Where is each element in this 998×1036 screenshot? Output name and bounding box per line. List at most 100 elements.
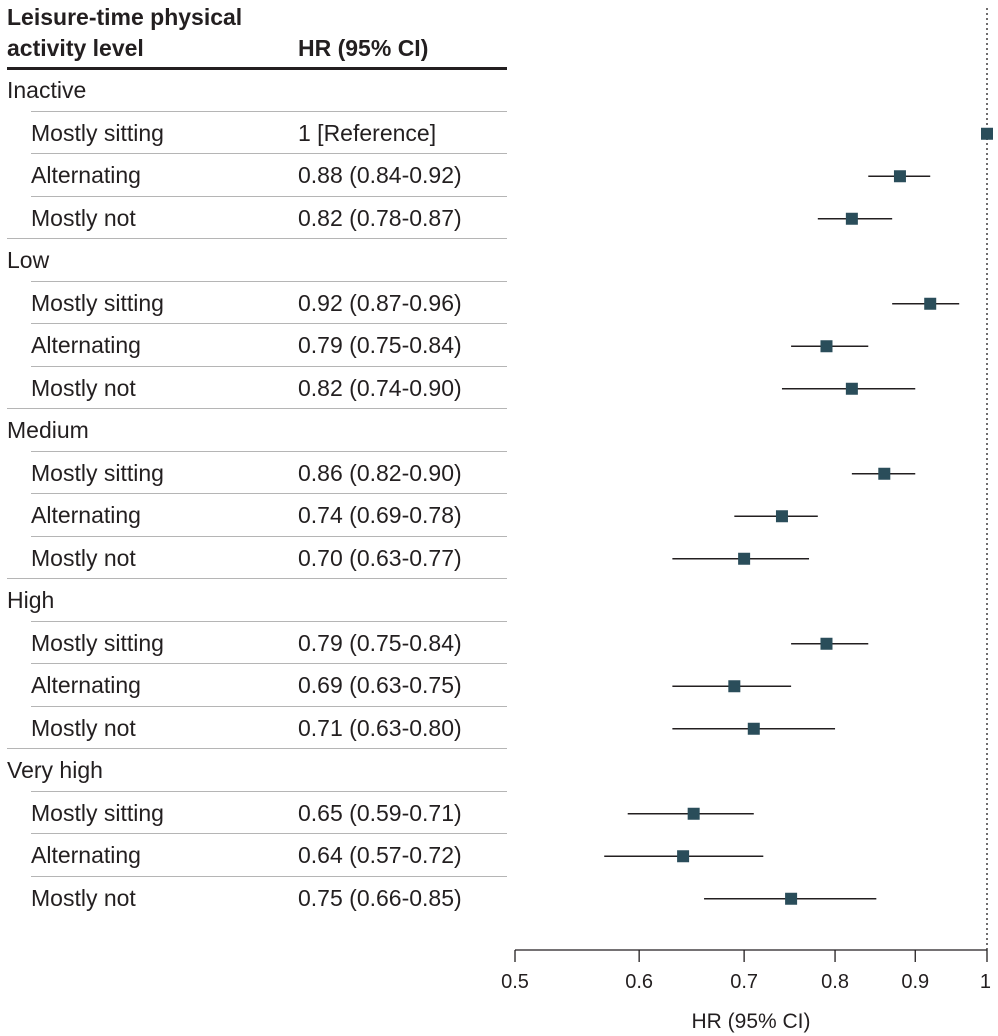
table-row: Mostly not 0.75 (0.66-0.85) (7, 875, 507, 918)
row-divider (31, 620, 507, 622)
table-row: Mostly not 0.70 (0.63-0.77) (7, 535, 507, 578)
hr-value: 0.71 (0.63-0.80) (298, 714, 462, 741)
table-row: Mostly sitting 0.79 (0.75-0.84) (7, 620, 507, 663)
row-divider (31, 153, 507, 154)
group-label: Low (7, 247, 50, 273)
hr-value: 0.74 (0.69-0.78) (298, 502, 462, 528)
hr-value: 0.86 (0.82-0.90) (298, 459, 462, 486)
row-divider (31, 790, 507, 792)
table-row: Alternating 0.69 (0.63-0.75) (7, 663, 507, 705)
x-tick-label: 0.6 (625, 971, 653, 993)
hr-value: 0.82 (0.78-0.87) (298, 204, 462, 231)
x-tick-label: 1 (980, 971, 991, 993)
subgroup-label: Mostly sitting (31, 289, 164, 316)
subgroup-label: Mostly not (31, 544, 136, 571)
row-divider (7, 748, 507, 749)
row-divider (31, 365, 507, 367)
table-row: Mostly not 0.71 (0.63-0.80) (7, 705, 507, 748)
group-row: Inactive (7, 68, 507, 110)
row-divider (7, 578, 507, 579)
row-divider (7, 408, 507, 409)
hr-value: 0.64 (0.57-0.72) (298, 842, 462, 868)
row-divider (31, 493, 507, 494)
group-row: Very high (7, 748, 507, 790)
subgroup-label: Mostly not (31, 204, 136, 231)
hr-value: 0.69 (0.63-0.75) (298, 672, 462, 698)
subgroup-label: Alternating (31, 672, 141, 698)
table-row: Mostly sitting 0.65 (0.59-0.71) (7, 790, 507, 833)
group-row: High (7, 578, 507, 620)
row-divider (31, 663, 507, 664)
hr-point-marker (893, 170, 906, 183)
row-divider (31, 535, 507, 537)
subgroup-label: Mostly sitting (31, 119, 164, 146)
hr-point-marker (981, 127, 993, 140)
table-row: Mostly sitting 0.92 (0.87-0.96) (7, 280, 507, 323)
column-header-activity-level: Leisure-time physical activity level (7, 4, 243, 61)
row-divider (31, 450, 507, 452)
hr-point-marker (845, 382, 858, 395)
hr-point-marker (878, 467, 891, 480)
x-tick-label: 0.5 (501, 971, 529, 993)
x-axis-title: HR (95% CI) (691, 1010, 810, 1033)
group-label: Very high (7, 757, 103, 783)
x-tick-label: 0.7 (730, 971, 758, 993)
hr-point-marker (775, 510, 788, 523)
hr-value: 0.79 (0.75-0.84) (298, 629, 462, 656)
hr-value: 0.70 (0.63-0.77) (298, 544, 462, 571)
header-rule (7, 67, 507, 70)
subgroup-label: Mostly sitting (31, 629, 164, 656)
group-row: Medium (7, 408, 507, 450)
hr-point-marker (785, 892, 798, 905)
x-tick-label: 0.9 (901, 971, 929, 993)
hr-value: 0.75 (0.66-0.85) (298, 884, 462, 911)
group-row: Low (7, 238, 507, 280)
hr-value: 0.82 (0.74-0.90) (298, 374, 462, 401)
row-divider (31, 705, 507, 707)
hr-point-marker (687, 807, 700, 820)
subgroup-label: Alternating (31, 842, 141, 868)
column-header-hr: HR (95% CI) (298, 35, 429, 61)
table-row: Mostly sitting 1 [Reference] (7, 110, 507, 153)
subgroup-label: Alternating (31, 332, 141, 358)
hr-point-marker (924, 297, 937, 310)
table-row: Alternating 0.74 (0.69-0.78) (7, 493, 507, 535)
hr-point-marker (747, 722, 760, 735)
row-divider (31, 875, 507, 877)
hr-value: 0.92 (0.87-0.96) (298, 289, 462, 316)
subgroup-label: Mostly sitting (31, 459, 164, 486)
subgroup-label: Mostly not (31, 884, 136, 911)
hr-point-marker (845, 212, 858, 225)
hr-value: 0.79 (0.75-0.84) (298, 332, 462, 358)
hr-value: 0.65 (0.59-0.71) (298, 799, 462, 826)
subgroup-label: Alternating (31, 502, 141, 528)
row-divider (31, 833, 507, 834)
subgroup-label: Alternating (31, 162, 141, 188)
x-tick-label: 0.8 (821, 971, 849, 993)
table-row: Alternating 0.79 (0.75-0.84) (7, 323, 507, 365)
hr-point-marker (677, 850, 690, 863)
hr-point-marker (820, 340, 833, 353)
row-divider (31, 195, 507, 197)
table-row: Mostly not 0.82 (0.78-0.87) (7, 195, 507, 238)
row-divider (31, 280, 507, 282)
row-divider (7, 238, 507, 239)
table-row: Alternating 0.88 (0.84-0.92) (7, 153, 507, 195)
group-label: Inactive (7, 77, 87, 103)
group-label: High (7, 587, 55, 613)
row-divider (31, 110, 507, 112)
hr-point-marker (820, 637, 833, 650)
hr-point-marker (728, 680, 741, 693)
hr-value: 0.88 (0.84-0.92) (298, 162, 462, 188)
row-divider (31, 323, 507, 324)
subgroup-label: Mostly sitting (31, 799, 164, 826)
table-row: Alternating 0.64 (0.57-0.72) (7, 833, 507, 875)
group-label: Medium (7, 417, 89, 443)
table-row: Mostly sitting 0.86 (0.82-0.90) (7, 450, 507, 493)
hr-value: 1 [Reference] (298, 119, 437, 146)
hr-point-marker (738, 552, 751, 565)
table-row: Mostly not 0.82 (0.74-0.90) (7, 365, 507, 408)
subgroup-label: Mostly not (31, 714, 136, 741)
subgroup-label: Mostly not (31, 374, 136, 401)
